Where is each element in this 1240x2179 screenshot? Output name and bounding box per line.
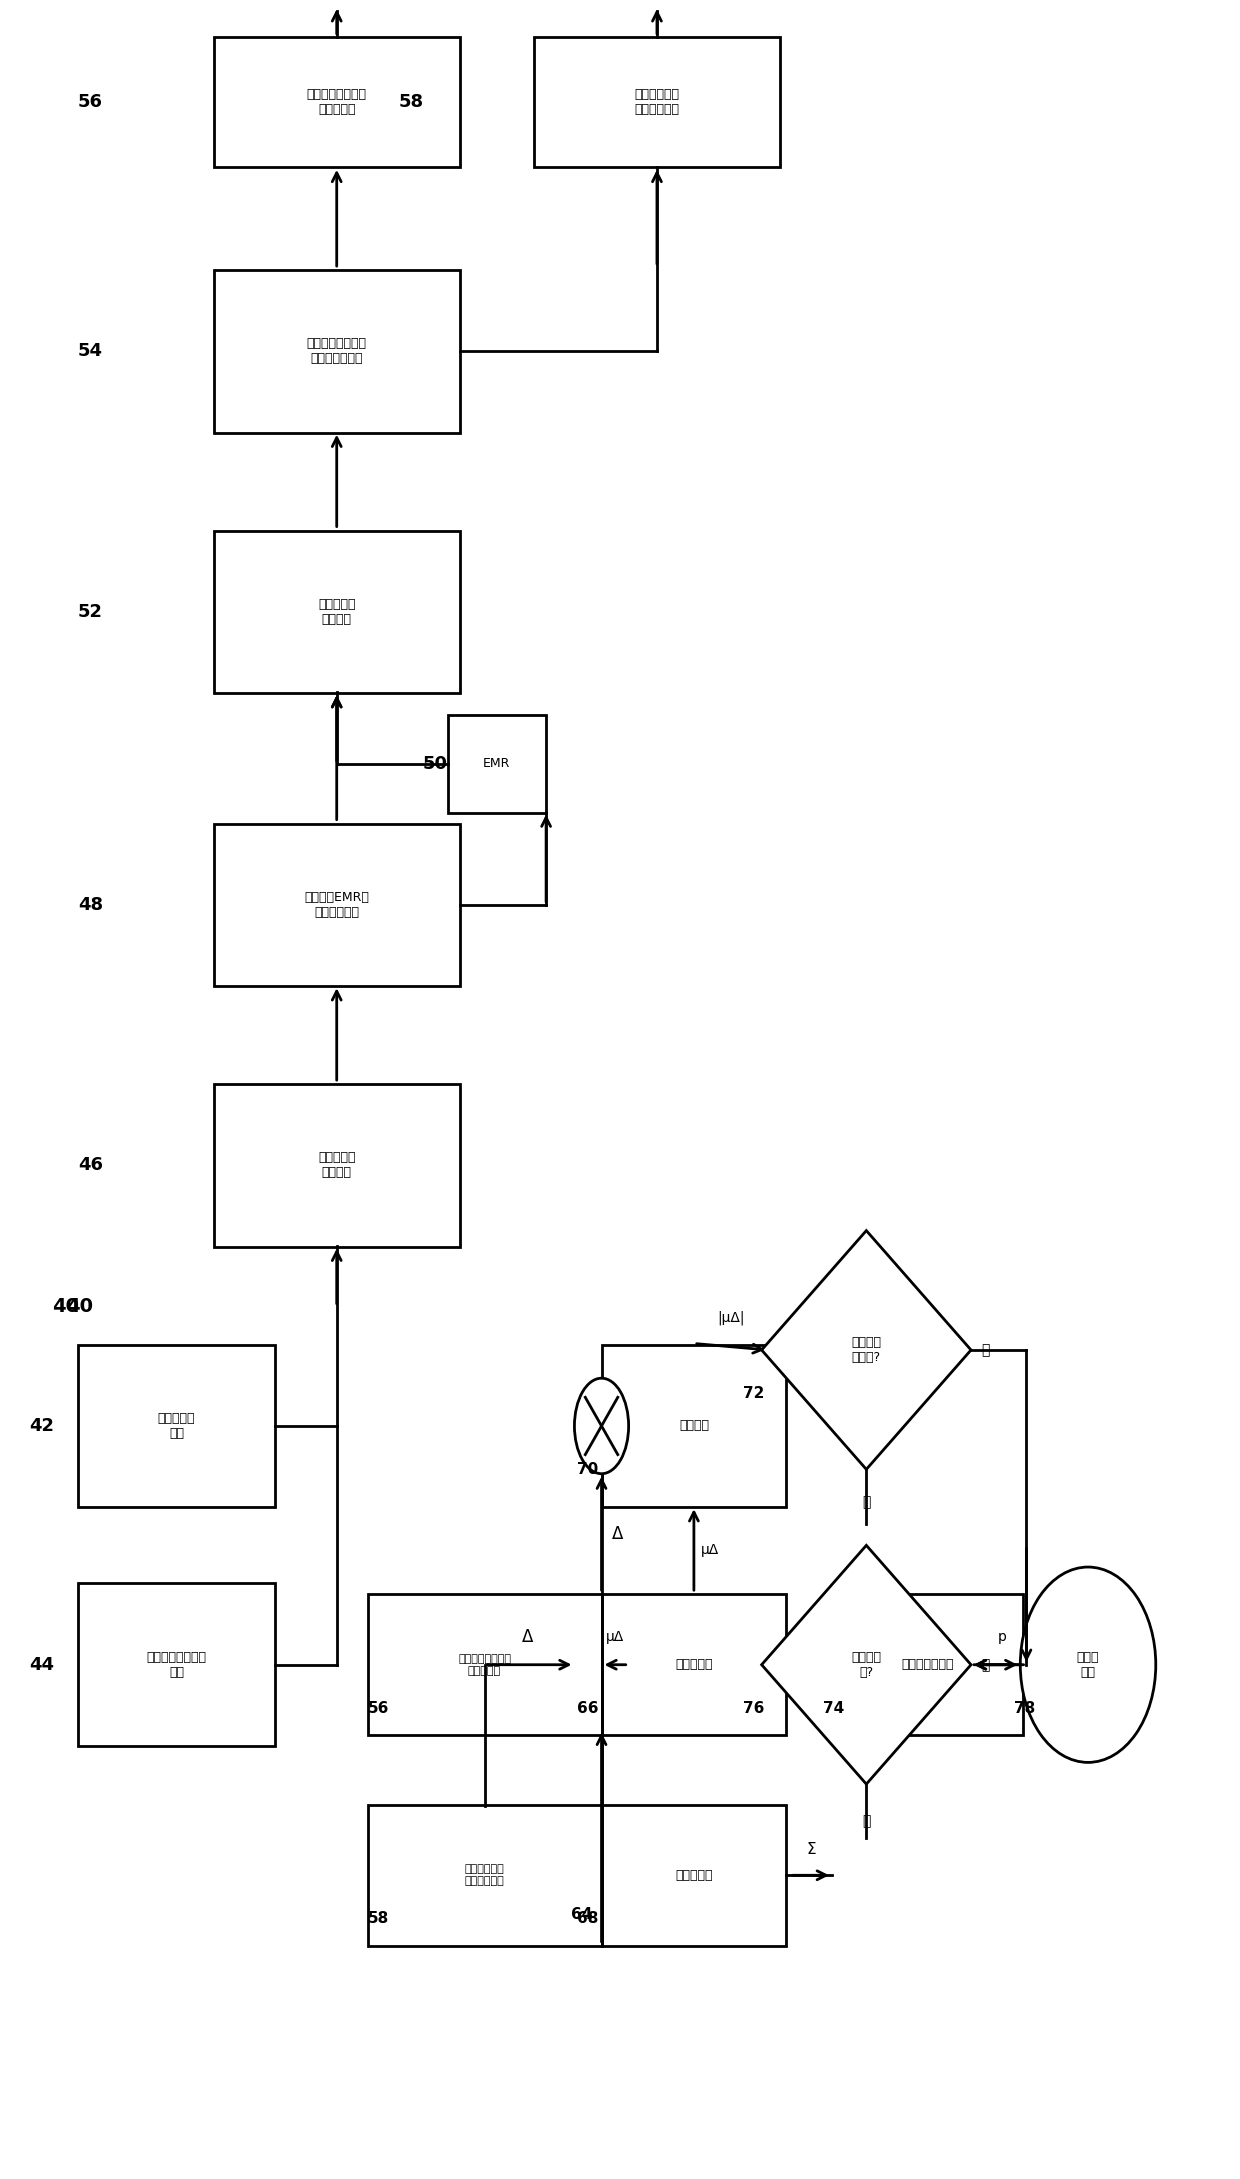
Text: 46: 46 (78, 1157, 103, 1174)
Text: 52: 52 (78, 604, 103, 621)
Text: 58: 58 (367, 1911, 389, 1926)
Text: 64: 64 (570, 1907, 593, 1922)
Circle shape (574, 1377, 629, 1473)
Text: 是: 是 (981, 1658, 990, 1671)
Text: 计算幅度: 计算幅度 (680, 1419, 709, 1432)
Text: 42: 42 (29, 1416, 53, 1436)
Text: 56: 56 (367, 1700, 389, 1715)
FancyBboxPatch shape (367, 1595, 601, 1734)
Text: 确定协方差: 确定协方差 (675, 1870, 713, 1883)
FancyBboxPatch shape (78, 1344, 275, 1508)
FancyBboxPatch shape (601, 1804, 786, 1946)
FancyBboxPatch shape (832, 1595, 1023, 1734)
FancyBboxPatch shape (213, 824, 460, 987)
Text: 66: 66 (577, 1700, 599, 1715)
Polygon shape (761, 1545, 971, 1785)
Polygon shape (761, 1231, 971, 1469)
Text: 电极的阻抗
定位: 电极的阻抗 定位 (157, 1412, 196, 1440)
Text: |μΔ|: |μΔ| (717, 1310, 744, 1325)
Text: 电极的转换
阻抗定位: 电极的转换 阻抗定位 (317, 597, 356, 625)
Text: 否: 否 (862, 1813, 870, 1828)
Text: 删除位于EMR外
部的定位数据: 删除位于EMR外 部的定位数据 (304, 891, 370, 920)
Text: 差异显著
吗?: 差异显著 吗? (852, 1652, 882, 1678)
Text: μΔ: μΔ (606, 1630, 624, 1643)
Text: 删除不可靠
定位数据: 删除不可靠 定位数据 (317, 1151, 356, 1179)
Text: μΔ: μΔ (701, 1543, 719, 1556)
FancyBboxPatch shape (213, 270, 460, 434)
Text: 74: 74 (823, 1700, 844, 1715)
Text: 76: 76 (743, 1700, 765, 1715)
Text: 44: 44 (29, 1656, 53, 1673)
Text: 40: 40 (66, 1297, 93, 1316)
Text: 48: 48 (78, 896, 103, 913)
Ellipse shape (1021, 1567, 1156, 1763)
Text: 78: 78 (1014, 1700, 1035, 1715)
Text: 50: 50 (423, 754, 448, 774)
FancyBboxPatch shape (367, 1804, 601, 1946)
Text: 磁位置传感器的转
换阻抗定位: 磁位置传感器的转 换阻抗定位 (306, 87, 367, 115)
Text: Δ: Δ (522, 1628, 533, 1645)
Text: 56: 56 (78, 94, 103, 111)
Text: 磁位置传感器的磁
定位: 磁位置传感器的磁 定位 (146, 1652, 207, 1678)
Text: Σ: Σ (806, 1841, 816, 1857)
Text: 确定平均值: 确定平均值 (675, 1658, 713, 1671)
Text: 磁位置传感器
子集的磁定位: 磁位置传感器 子集的磁定位 (635, 87, 680, 115)
Text: 计算磁位置传感器
的转换阻抗定位: 计算磁位置传感器 的转换阻抗定位 (306, 338, 367, 366)
Text: 否: 否 (862, 1495, 870, 1508)
FancyBboxPatch shape (601, 1344, 786, 1508)
Text: 是: 是 (981, 1342, 990, 1358)
Text: Δ: Δ (611, 1525, 624, 1543)
Text: 检测到
位移: 检测到 位移 (1076, 1652, 1100, 1678)
Text: p: p (997, 1630, 1006, 1643)
Text: 72: 72 (743, 1386, 765, 1401)
Text: 40: 40 (52, 1297, 79, 1316)
Text: 磁位置传感器
子集的磁定位: 磁位置传感器 子集的磁定位 (465, 1865, 505, 1887)
FancyBboxPatch shape (533, 37, 780, 168)
FancyBboxPatch shape (213, 529, 460, 693)
Text: 70: 70 (577, 1462, 598, 1477)
FancyBboxPatch shape (213, 37, 460, 168)
FancyBboxPatch shape (213, 1085, 460, 1246)
FancyBboxPatch shape (78, 1584, 275, 1745)
Text: 磁位置传感器的转
换阻抗定位: 磁位置传感器的转 换阻抗定位 (458, 1654, 511, 1676)
Text: EMR: EMR (484, 758, 511, 771)
FancyBboxPatch shape (448, 715, 546, 813)
Text: 68: 68 (577, 1911, 598, 1926)
Text: 54: 54 (78, 342, 103, 360)
Text: 58: 58 (398, 94, 423, 111)
Text: 计算统计显著性: 计算统计显著性 (901, 1658, 954, 1671)
Text: 幅度大于
阈值吗?: 幅度大于 阈值吗? (852, 1336, 882, 1364)
FancyBboxPatch shape (601, 1595, 786, 1734)
